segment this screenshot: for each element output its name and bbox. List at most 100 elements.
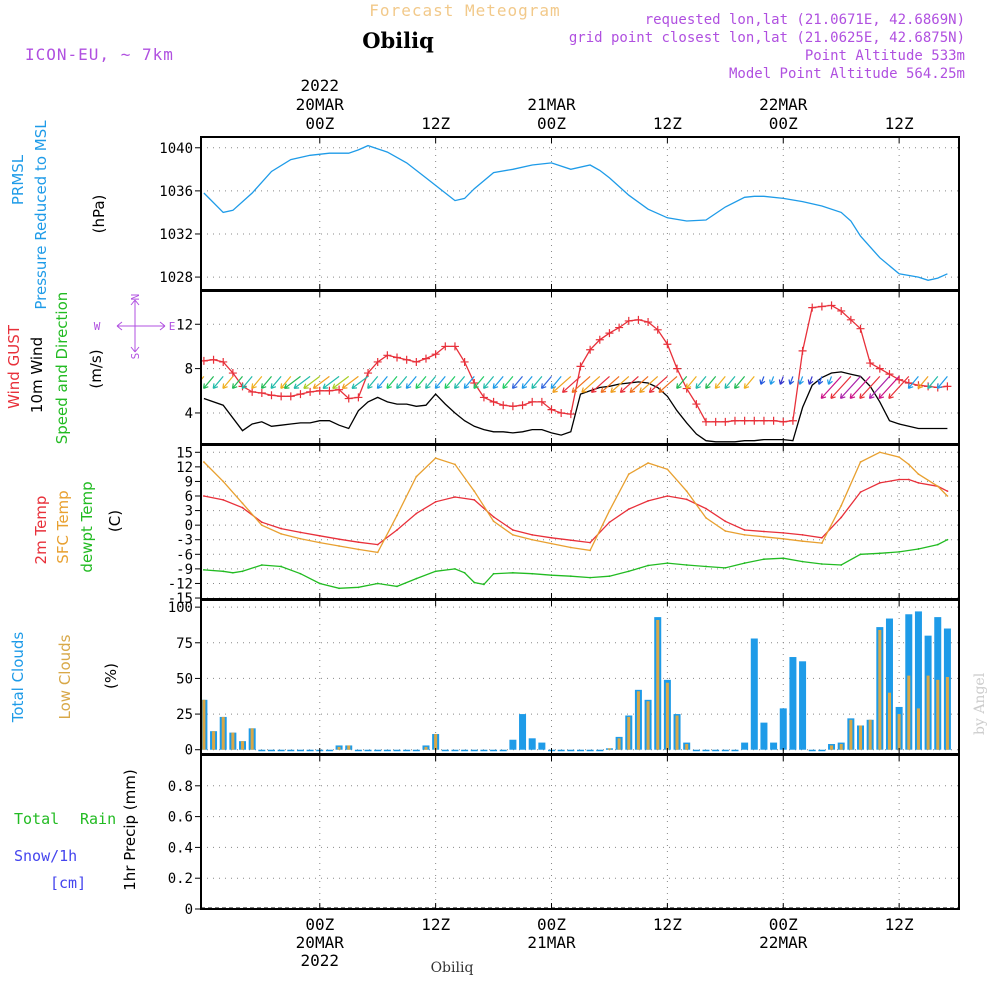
gust-marker: [393, 353, 402, 362]
wind-arrow: [788, 376, 795, 385]
gust-marker: [779, 417, 788, 426]
temp-point: [473, 490, 476, 493]
gust-marker: [740, 416, 749, 425]
temp-point: [318, 582, 321, 585]
temp-point: [396, 529, 398, 531]
temp-point: [280, 527, 283, 530]
total-cloud-bar: [403, 749, 411, 752]
wind-arrow: [743, 376, 755, 389]
temp-point: [454, 567, 456, 570]
gust-marker: [750, 416, 759, 425]
panel-frame: [200, 754, 960, 910]
temp-point: [338, 538, 340, 541]
temp-point: [627, 570, 630, 573]
temp-point: [260, 521, 263, 524]
temp-point: [946, 490, 949, 493]
total-cloud-bar: [731, 749, 739, 752]
wind-arrow: [386, 376, 398, 389]
temp-point: [859, 491, 862, 494]
temp-point: [415, 475, 418, 478]
gust-marker: [624, 316, 633, 325]
temp-point: [376, 582, 379, 585]
total-cloud-bar: [750, 638, 758, 750]
top-time-label: 22MAR: [759, 95, 808, 114]
temp-point: [898, 456, 901, 459]
y-tick-label: 4: [185, 406, 193, 422]
temp-point: [627, 473, 630, 476]
gust-marker: [537, 397, 546, 406]
precip-rain-label: Rain: [80, 810, 116, 828]
product-title: Forecast Meteogram: [369, 1, 560, 20]
temp-point: [907, 478, 910, 481]
wind-arrow: [434, 376, 446, 389]
low-cloud-bar: [945, 677, 949, 750]
compass-south: S: [129, 353, 142, 360]
total-cloud-bar: [808, 749, 816, 752]
bottom-time-label: 20MAR: [296, 933, 345, 952]
gust-marker: [702, 417, 711, 426]
temp-point: [782, 537, 785, 540]
wind-arrow: [839, 375, 861, 399]
wind-arrow: [260, 376, 272, 389]
temp-point: [724, 530, 727, 532]
gust-marker: [663, 340, 672, 349]
pressure-label-1: PRMSL: [9, 154, 27, 205]
series-2m-temp: [203, 478, 948, 546]
wind-arrow: [376, 376, 388, 389]
total-cloud-bar: [799, 661, 807, 750]
wind-arrow: [251, 376, 263, 389]
low-cloud-bar: [897, 714, 901, 750]
gust-marker: [479, 393, 488, 402]
total-cloud-bar: [576, 749, 584, 752]
temp-point: [415, 512, 418, 515]
temp-point: [647, 499, 649, 502]
y-tick-label: 12: [176, 317, 193, 333]
temp-point: [550, 536, 553, 539]
gust-marker: [335, 385, 344, 394]
temp-point: [202, 495, 205, 497]
gust-marker: [615, 323, 624, 332]
gust-marker: [286, 392, 295, 401]
wind-arrow: [502, 376, 514, 389]
temp-point: [338, 587, 340, 590]
precip-cm-label: [cm]: [50, 874, 86, 892]
temp-point: [531, 533, 534, 536]
gust-marker: [837, 306, 846, 315]
temp-point: [743, 533, 746, 536]
total-cloud-bar: [470, 749, 478, 752]
temp-point: [318, 541, 321, 544]
wind-arrow: [341, 375, 359, 389]
low-cloud-bar: [936, 679, 940, 750]
temp-point: [222, 480, 225, 483]
y-tick-label: 8: [185, 362, 193, 378]
temp-point: [299, 572, 302, 575]
wind-arrow: [405, 376, 417, 389]
gust-marker: [267, 391, 276, 400]
gust-marker: [499, 401, 508, 410]
wind-arrow: [868, 375, 890, 399]
wind-arrow: [492, 376, 504, 389]
plot-area-clouds: [201, 611, 951, 752]
low-cloud-bar: [868, 719, 872, 750]
gust-marker: [508, 402, 517, 411]
wind-arrow: [917, 376, 929, 389]
temp-point: [396, 585, 398, 588]
gust-marker: [808, 303, 817, 312]
wind-arrow: [293, 375, 311, 389]
temp-point: [801, 540, 804, 543]
gust-marker: [943, 382, 952, 391]
temp-point: [357, 586, 360, 589]
wind-arrow: [581, 375, 601, 393]
temp-point: [434, 500, 437, 503]
precip-total-label: Total: [14, 810, 59, 828]
temp-point: [685, 498, 688, 501]
compass-north: N: [129, 294, 142, 301]
precip-snow-label: Snow/1h: [14, 847, 77, 865]
top-time-label: 12Z: [885, 114, 914, 133]
top-time-label: 00Z: [769, 114, 798, 133]
temp-point: [859, 461, 862, 463]
total-cloud-bar: [277, 749, 285, 752]
temp-point: [936, 543, 939, 546]
compass-west: W: [94, 320, 101, 333]
